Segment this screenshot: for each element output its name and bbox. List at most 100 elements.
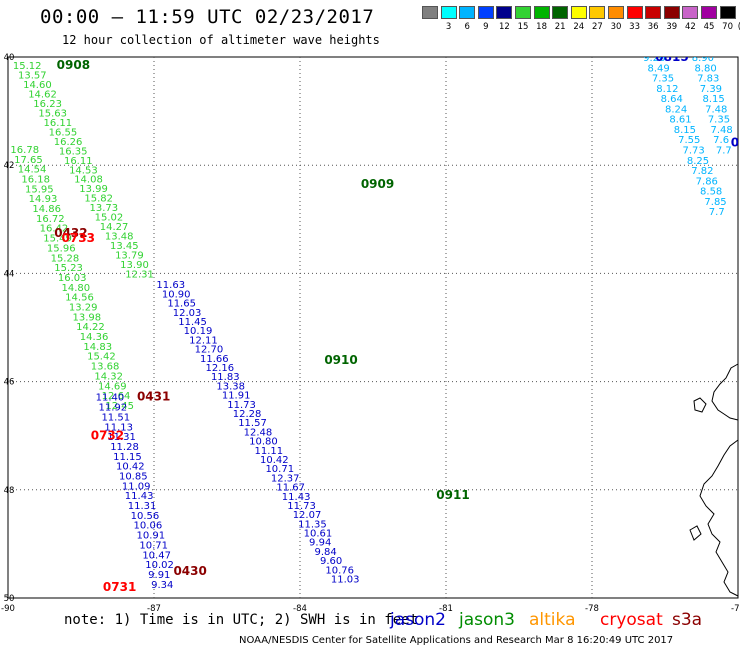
legend-label: 36: [647, 22, 659, 32]
wave-height-value: 13.48: [105, 232, 134, 243]
wave-height-value: 12.03: [173, 308, 202, 319]
wave-height-value: 17.65: [14, 155, 43, 166]
wave-height-value: 13.79: [115, 250, 144, 261]
legend-label: 9: [483, 22, 489, 32]
wave-height-value: 14.08: [74, 175, 103, 186]
wave-height-value: 8.64: [661, 94, 683, 105]
coastline: [711, 363, 739, 421]
legend-label: 33: [629, 22, 640, 32]
pass-time-label: 0910: [324, 353, 357, 367]
wave-height-value: 12.28: [233, 409, 262, 420]
wave-height-value: 11.35: [298, 519, 327, 530]
wave-height-value: 14.60: [23, 80, 52, 91]
legend-swatch: [552, 6, 569, 19]
wave-height-value: 14.56: [65, 293, 94, 304]
wave-height-value: 7.83: [697, 74, 719, 85]
wave-height-value: 11.43: [125, 491, 154, 502]
island-outline: [689, 525, 702, 541]
wave-height-value: 7.73: [683, 146, 705, 157]
wave-height-value: 14.54: [18, 165, 47, 176]
wave-height-value: 12.64: [102, 391, 131, 402]
wave-height-value: 10.91: [136, 531, 165, 542]
wave-height-value: 16.72: [36, 214, 65, 225]
wave-height-value: 11.13: [104, 422, 133, 433]
wave-height-value: 11.63: [156, 280, 185, 291]
pass-time-label: 0816: [731, 135, 740, 149]
legend-label: 42: [684, 22, 696, 32]
wave-height-value: 7.35: [708, 115, 730, 126]
lon-tick-label: -87: [147, 604, 161, 614]
wave-height-value: 15.82: [84, 194, 113, 205]
wave-height-value: 10.06: [134, 521, 163, 532]
wave-height-value: 11.40: [96, 393, 125, 404]
legend-label: 30: [610, 22, 622, 32]
wave-height-value: 12.45: [105, 401, 134, 412]
wave-height-value: 14.80: [62, 283, 91, 294]
legend-label: 24: [573, 22, 585, 32]
legend-swatch: [515, 6, 531, 19]
wave-height-value: 16.78: [10, 145, 39, 156]
lat-tick-label: 42: [4, 161, 15, 171]
legend-swatch: [459, 6, 476, 19]
wave-height-value: 12.70: [195, 345, 224, 356]
legend-swatch: [608, 6, 624, 19]
legend-swatch: [626, 6, 643, 19]
wave-height-value: 7.48: [711, 125, 733, 136]
wave-height-value: 10.42: [116, 462, 145, 473]
wave-height-value: 10.80: [249, 437, 278, 448]
track-layer: 15.1213.5714.6014.6216.2315.6316.1116.55…: [10, 53, 740, 594]
wave-height-value: 12.31: [125, 269, 154, 280]
legend-label: 12: [498, 22, 510, 32]
map-subtitle: 12 hour collection of altimeter wave hei…: [62, 33, 380, 47]
wave-height-value: 7.85: [704, 197, 726, 208]
wave-height-value: 7.35: [652, 74, 674, 85]
lat-tick-label: 40: [4, 53, 15, 63]
wave-height-value: 11.03: [331, 575, 360, 586]
wave-height-value: 7.6: [713, 135, 729, 146]
wave-height-value: 9.26: [643, 53, 665, 64]
wave-height-value: 10.71: [265, 464, 294, 475]
pass-time-label: 0731: [103, 580, 136, 594]
wave-height-value: 7.55: [678, 135, 700, 146]
wave-height-value: 16.35: [59, 146, 88, 157]
wave-height-value: 15.63: [38, 108, 67, 119]
satellite-s3a: s3a: [672, 610, 703, 630]
lat-tick-label: 48: [4, 486, 15, 496]
legend-swatch: [422, 6, 438, 19]
legend-swatch: [477, 6, 494, 19]
pass-time-label: 0432: [54, 226, 87, 240]
wave-height-value: 10.85: [119, 472, 148, 483]
wave-height-value: 11.15: [113, 452, 142, 463]
wave-height-value: 7.82: [691, 166, 713, 177]
wave-height-value: 10.56: [131, 511, 160, 522]
legend-swatch: [533, 6, 550, 19]
wave-height-value: 10.90: [162, 289, 191, 300]
wave-height-value: 11.11: [255, 446, 284, 457]
wave-height-value: 15.49: [43, 234, 72, 245]
legend-label: 18: [536, 22, 547, 32]
satellite-jason3: jason3: [459, 610, 515, 630]
wave-height-value: 11.09: [122, 481, 151, 492]
legend-swatch: [719, 6, 736, 19]
wave-height-value: 12.16: [205, 363, 234, 374]
wave-height-value: 10.71: [139, 540, 168, 551]
wave-height-value: 15.23: [54, 263, 83, 274]
wave-height-value: 14.22: [76, 322, 105, 333]
pass-time-label: 0911: [436, 488, 469, 502]
wave-height-value: 11.73: [287, 501, 316, 512]
wave-height-value: 13.90: [120, 260, 149, 271]
wave-height-value: 14.62: [28, 90, 57, 101]
island-outline: [693, 397, 707, 413]
wave-height-value: 7.39: [700, 84, 722, 95]
wave-height-value: 16.23: [33, 99, 62, 110]
legend-swatch: [701, 6, 717, 19]
wave-height-value: 13.29: [69, 303, 98, 314]
coastline: [699, 439, 739, 597]
legend-label: 70: [722, 22, 733, 32]
wave-height-value: 15.28: [51, 253, 80, 264]
wave-height-value: 7.48: [705, 104, 727, 115]
wave-height-value: 9.91: [148, 570, 170, 581]
wave-height-value: 10.19: [184, 326, 213, 337]
satellite-altika: altika: [529, 610, 576, 630]
wave-height-value: 7.7: [709, 207, 725, 218]
